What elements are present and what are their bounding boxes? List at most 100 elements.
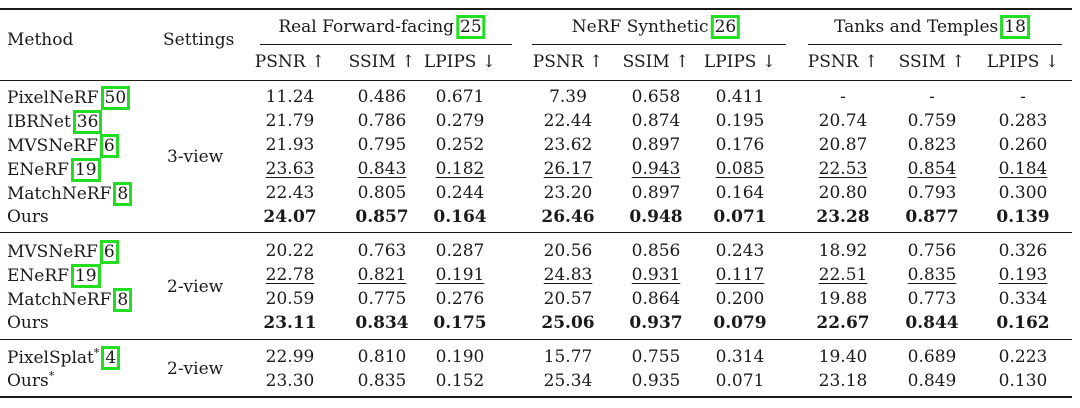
metric-header-8: SSIM ↑: [899, 51, 966, 73]
table-cell: 0.834: [355, 312, 408, 334]
table-cell-text: 0.835: [357, 371, 407, 391]
table-cell-text: 0.164: [433, 207, 487, 227]
table-cell-text: 0.795: [357, 135, 407, 155]
metric-header-9-text: LPIPS ↓: [986, 52, 1060, 72]
table-cell: 0.300: [999, 182, 1048, 204]
table-cell: 0.943: [632, 158, 681, 180]
table-cell: 0.223: [999, 346, 1048, 368]
citation-link[interactable]: 6: [99, 240, 119, 264]
method-name: MatchNeRF 8: [7, 288, 133, 312]
table-cell: 0.759: [908, 110, 957, 132]
table-cell-text: 0.689: [907, 347, 957, 367]
table-cell: 21.93: [266, 134, 315, 156]
setting-label-text: 2-view: [167, 277, 224, 297]
citation-link[interactable]: 36: [72, 110, 103, 134]
table-cell: 0.191: [436, 264, 485, 286]
citation-link[interactable]: 8: [113, 288, 133, 312]
table-cell-text: 0.243: [715, 241, 765, 261]
citation-link[interactable]: 4: [101, 346, 121, 370]
metric-header-5: SSIM ↑: [623, 51, 690, 73]
table-cell-text: 0.935: [631, 371, 681, 391]
table-cell-text: 0.162: [996, 313, 1050, 333]
citation-link[interactable]: 19: [70, 158, 101, 182]
table-cell-text: 25.06: [541, 313, 595, 333]
asterisk-marker: *: [93, 346, 100, 360]
method-name: ENeRF 19: [7, 158, 101, 182]
metric-header-7: PSNR ↑: [808, 51, 878, 73]
method-name: Ours*: [7, 370, 54, 392]
table-cell: 0.085: [716, 158, 765, 180]
citation-link[interactable]: 26: [710, 15, 741, 39]
citation-link[interactable]: 6: [99, 134, 119, 158]
table-cell: -: [929, 86, 935, 108]
table-cell: 0.164: [433, 206, 486, 228]
table-cell: 0.823: [908, 134, 957, 156]
table-cell-text: 0.843: [357, 159, 407, 179]
settings-header: Settings: [163, 29, 234, 51]
metric-header-6-text: LPIPS ↓: [703, 52, 777, 72]
table-cell-text: 0.671: [435, 87, 485, 107]
table-cell: 0.193: [999, 264, 1048, 286]
table-cell-text: 20.56: [543, 241, 593, 261]
table-cell-text: 0.279: [435, 111, 485, 131]
table-cell-text: 20.59: [265, 289, 315, 309]
table-cell-text: 0.835: [907, 265, 957, 285]
citation-link[interactable]: 18: [1000, 15, 1030, 39]
table-cell: 20.56: [544, 240, 593, 262]
metric-header-1-text: PSNR ↑: [254, 52, 326, 72]
table-cell: 22.99: [266, 346, 315, 368]
table-cell: 0.835: [358, 370, 407, 392]
table-cell: 19.40: [819, 346, 868, 368]
table-cell: 20.87: [819, 134, 868, 156]
table-cell: 0.844: [905, 312, 958, 334]
method-name-text: MatchNeRF: [7, 290, 112, 310]
table-cell: 24.07: [263, 206, 316, 228]
method-name-text: MVSNeRF: [7, 136, 98, 156]
table-cell: 0.279: [436, 110, 485, 132]
table-cell: 22.44: [544, 110, 593, 132]
table-cell: 0.835: [908, 264, 957, 286]
table-cell-text: 0.877: [905, 207, 959, 227]
metric-header-1: PSNR ↑: [255, 51, 325, 73]
table-cell: 0.079: [713, 312, 766, 334]
table-cell-text: 0.874: [631, 111, 681, 131]
citation-link[interactable]: 19: [70, 264, 101, 288]
metric-header-4-text: PSNR ↑: [532, 52, 604, 72]
table-cell-text: 0.164: [715, 183, 765, 203]
table-cell: 0.658: [632, 86, 681, 108]
group-header-1-text: Real Forward-facing: [278, 17, 455, 37]
table-cell-text: 0.854: [907, 159, 957, 179]
group-header-1: Real Forward-facing 25: [278, 15, 486, 39]
table-cell-text: 0.200: [715, 289, 765, 309]
table-cell: 0.931: [632, 264, 681, 286]
table-cell: -: [840, 86, 846, 108]
table-cell: 0.182: [436, 158, 485, 180]
table-cell-text: 20.22: [265, 241, 315, 261]
table-cell-text: 22.51: [818, 265, 868, 285]
table-cell: 22.51: [819, 264, 868, 286]
citation-link[interactable]: 8: [113, 182, 133, 206]
table-cell: 0.935: [632, 370, 681, 392]
table-cell-text: 22.78: [265, 265, 315, 285]
table-cell-text: 0.276: [435, 289, 485, 309]
method-name: IBRNet 36: [7, 110, 103, 134]
table-cell-text: 25.34: [543, 371, 593, 391]
method-name-text: PixelNeRF: [7, 88, 99, 108]
header-rule: [0, 80, 1072, 81]
table-cell-text: 0.411: [715, 87, 765, 107]
citation-link[interactable]: 25: [456, 15, 486, 39]
table-cell: 0.252: [436, 134, 485, 156]
table-cell-text: 0.844: [905, 313, 959, 333]
table-cell-text: 0.193: [998, 265, 1048, 285]
citation-link[interactable]: 50: [100, 86, 131, 110]
table-cell: 0.897: [632, 182, 681, 204]
group-header-3-text: Tanks and Temples: [834, 17, 999, 37]
table-cell-text: 0.773: [907, 289, 957, 309]
metric-header-3: LPIPS ↓: [424, 51, 496, 73]
asterisk-marker: *: [48, 369, 55, 383]
group-underline-3: [808, 44, 1062, 45]
section-rule-1: [0, 232, 1072, 233]
table-cell: 0.175: [433, 312, 486, 334]
bottom-rule: [0, 396, 1072, 398]
table-cell: 0.139: [996, 206, 1049, 228]
